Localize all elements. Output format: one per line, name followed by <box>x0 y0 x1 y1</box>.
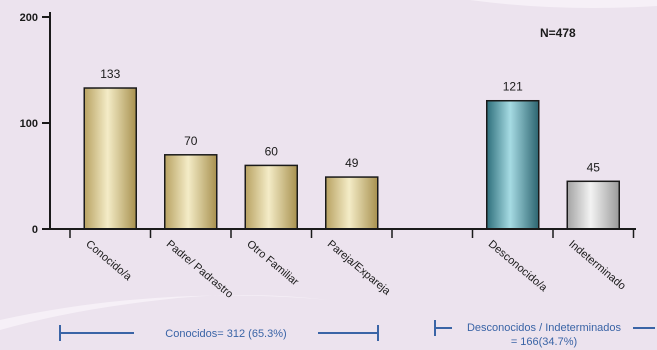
bar-value-label: 70 <box>184 134 198 148</box>
bar <box>83 87 137 230</box>
bar-value-label: 133 <box>100 67 120 81</box>
bar-value-label: 49 <box>345 156 359 170</box>
background-swoosh-bottom <box>0 295 330 330</box>
y-tick-label: 100 <box>20 118 38 130</box>
bar-value-label: 60 <box>265 144 279 158</box>
y-tick-label: 0 <box>32 224 38 236</box>
group-bracket-known: Conocidos= 312 (65.3%) <box>59 325 379 341</box>
bar <box>486 99 540 230</box>
bracket-unknown-label-line2: = 166(34.7%) <box>511 336 577 348</box>
bar-value-label: 121 <box>503 80 523 94</box>
bar-value-label: 45 <box>587 160 601 174</box>
x-category-label: Otro Familiar <box>244 238 301 288</box>
bar <box>164 154 218 230</box>
x-category-label: Indeterminado <box>566 238 628 292</box>
bracket-known-label: Conocidos= 312 (65.3%) <box>165 328 286 340</box>
bar <box>566 180 620 230</box>
bar <box>244 164 298 230</box>
group-bracket-unknown: Desconocidos / Indeterminados = 166(34.7… <box>434 320 655 348</box>
x-category-label: Conocido/a <box>83 238 134 284</box>
bar <box>325 176 379 230</box>
y-tick-label: 200 <box>20 12 38 24</box>
x-category-label: Pareja/Expareja <box>325 238 393 298</box>
x-category-label: Desconocido/a <box>486 238 550 295</box>
x-category-label: Padre/ Padrastro <box>164 238 235 301</box>
background-swoosh-top <box>470 0 657 8</box>
sample-size-annotation: N=478 <box>540 26 576 40</box>
bracket-unknown-label-line1: Desconocidos / Indeterminados <box>467 322 622 334</box>
